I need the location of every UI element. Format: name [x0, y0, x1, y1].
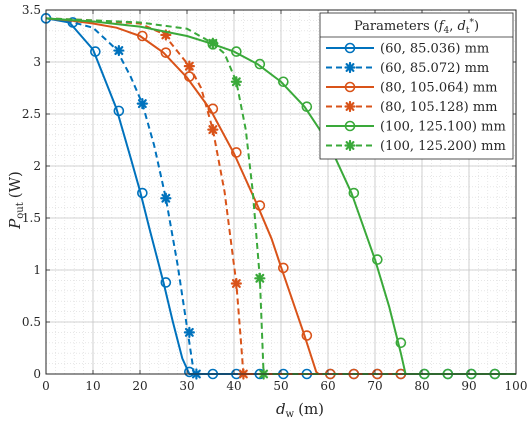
- x-tick-label: 20: [132, 379, 147, 393]
- data-point: [207, 103, 219, 115]
- data-point: [395, 337, 407, 349]
- legend-marker: [344, 139, 356, 152]
- legend-entry: (80, 105.128) mm: [326, 100, 498, 115]
- legend-label: (60, 85.072) mm: [380, 61, 489, 76]
- data-point: [113, 44, 125, 57]
- data-point: [137, 30, 148, 42]
- series-line: [45, 17, 516, 375]
- x-tick-label: 50: [273, 379, 288, 393]
- y-axis-label: Pout(W): [6, 171, 26, 230]
- legend-entry: (100, 125.100) mm: [326, 120, 506, 135]
- legend: Parameters (f4, dt*) (60, 85.036) mm(60, …: [319, 12, 514, 160]
- y-tick-label: 0.5: [22, 315, 41, 329]
- data-point: [301, 101, 313, 113]
- data-point: [137, 187, 148, 199]
- x-tick-label: 40: [226, 379, 241, 393]
- legend-label: (100, 125.100) mm: [380, 120, 506, 135]
- x-axis-label: dw (m): [276, 400, 324, 420]
- x-tick-label: 10: [85, 379, 100, 393]
- x-tick-label: 80: [414, 379, 429, 393]
- data-point: [207, 123, 219, 136]
- data-point: [113, 105, 125, 117]
- x-tick-label: 90: [461, 379, 476, 393]
- data-point: [348, 187, 360, 199]
- legend-title: Parameters (f4, dt*): [354, 18, 479, 36]
- data-point: [183, 60, 195, 72]
- legend-label: (60, 85.036) mm: [380, 42, 489, 57]
- y-tick-label: 2.5: [22, 107, 41, 121]
- legend-label: (80, 105.128) mm: [380, 100, 498, 115]
- data-point: [231, 147, 242, 158]
- data-point: [254, 58, 266, 70]
- data-point: [254, 272, 266, 284]
- data-point: [160, 277, 172, 288]
- legend-marker: [344, 81, 356, 93]
- data-point: [254, 200, 266, 211]
- x-tick-label: 30: [179, 379, 194, 393]
- legend-entry: (80, 105.064) mm: [326, 81, 498, 96]
- data-point: [301, 330, 313, 341]
- legend-entry: (60, 85.036) mm: [326, 42, 489, 57]
- x-tick-label: 70: [367, 379, 382, 393]
- y-tick-label: 2: [33, 159, 41, 173]
- y-tick-labels: 0 0.5 1 1.5 2 2.5 3 3.5: [22, 3, 41, 381]
- series-5: [45, 17, 516, 380]
- data-point: [90, 46, 101, 57]
- legend-label: (80, 105.064) mm: [380, 81, 498, 96]
- data-point: [231, 46, 242, 57]
- y-tick-label: 3: [33, 55, 41, 69]
- data-point: [278, 262, 289, 274]
- legend-marker: [344, 100, 356, 113]
- legend-marker: [344, 42, 356, 54]
- x-tick-label: 60: [320, 379, 335, 393]
- data-point: [136, 97, 148, 110]
- y-tick-label: 1: [33, 263, 41, 277]
- legend-items: (60, 85.036) mm (60, 85.072) mm (80, 105.0…: [326, 42, 506, 154]
- axis-ticks: [45, 9, 517, 375]
- x-tick-label: 100: [505, 379, 528, 393]
- data-point: [160, 47, 172, 58]
- data-point: [207, 37, 219, 49]
- series-line: [45, 17, 516, 375]
- x-tick-label: 0: [42, 379, 50, 393]
- data-point: [230, 277, 242, 290]
- legend-entry: (60, 85.072) mm: [326, 61, 489, 76]
- series-line: [45, 17, 516, 375]
- legend-label: (100, 125.200) mm: [380, 139, 506, 154]
- y-tick-label: 0: [33, 367, 41, 381]
- x-tick-labels: 0 10 20 30 40 50 60 70 80 90 100: [42, 379, 527, 393]
- y-tick-label: 1.5: [22, 211, 41, 225]
- data-point: [183, 326, 195, 338]
- y-tick-label: 3.5: [22, 3, 41, 17]
- data-point: [278, 76, 289, 88]
- data-point: [230, 76, 242, 88]
- data-point: [160, 192, 172, 204]
- legend-marker: [344, 120, 356, 132]
- data-point: [372, 254, 383, 265]
- series-6: [45, 17, 516, 380]
- legend-marker: [344, 61, 356, 74]
- legend-entry: (100, 125.200) mm: [326, 139, 506, 154]
